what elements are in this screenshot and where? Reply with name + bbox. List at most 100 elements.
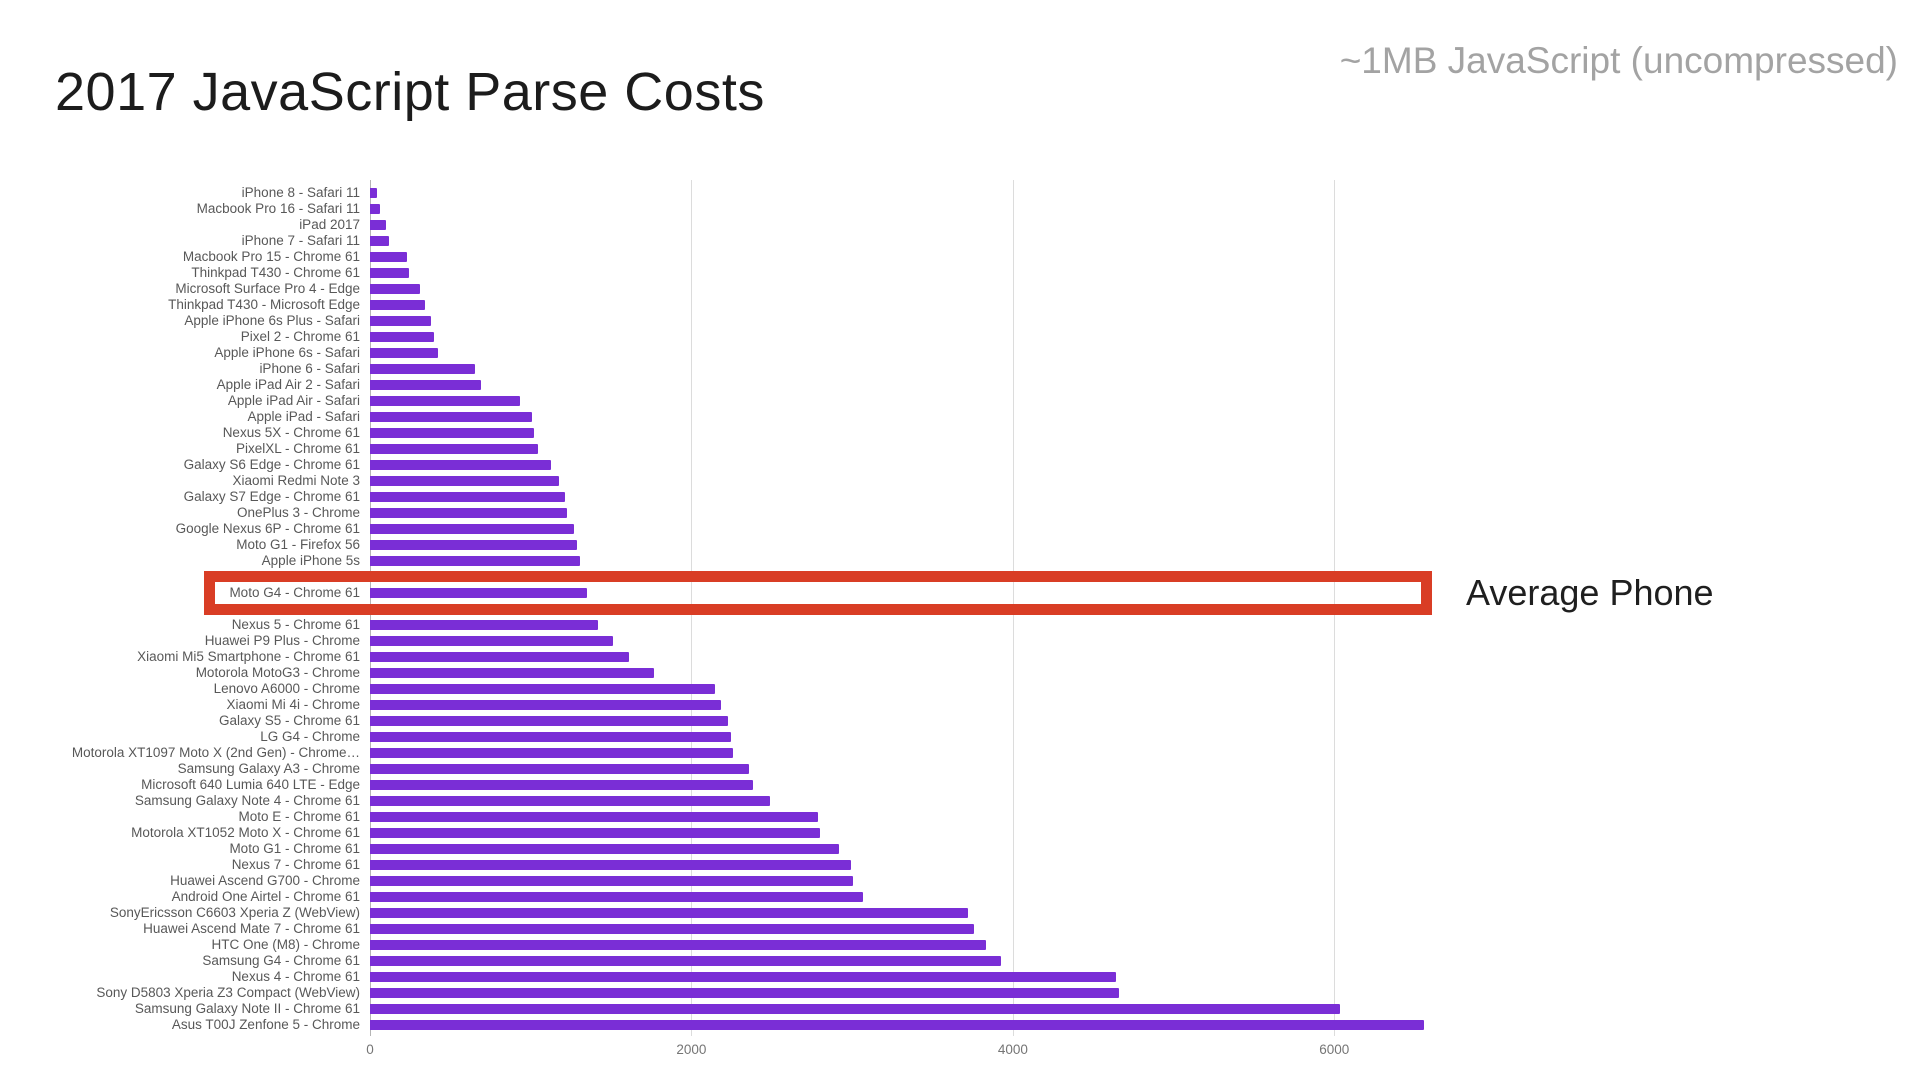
bar: [370, 348, 438, 358]
chart-row: Samsung Galaxy Note II - Chrome 61: [0, 1001, 1460, 1017]
bar: [370, 652, 629, 662]
bar: [370, 204, 380, 214]
bar-area: [370, 281, 1460, 297]
chart-row: Apple iPad Air - Safari: [0, 393, 1460, 409]
category-label: iPhone 8 - Safari 11: [241, 185, 360, 200]
category-label: Moto G1 - Chrome 61: [229, 841, 360, 856]
category-label: HTC One (M8) - Chrome: [211, 937, 360, 952]
chart-row: Apple iPhone 6s Plus - Safari: [0, 313, 1460, 329]
annotation-label: Average Phone: [1466, 572, 1714, 613]
category-label: Motorola XT1097 Moto X (2nd Gen) - Chrom…: [71, 745, 360, 760]
chart-row: Samsung G4 - Chrome 61: [0, 953, 1460, 969]
category-label: Microsoft 640 Lumia 640 LTE - Edge: [141, 777, 360, 792]
category-label: Huawei P9 Plus - Chrome: [204, 633, 360, 648]
bar-area: [370, 313, 1460, 329]
chart-row: Motorola MotoG3 - Chrome: [0, 665, 1460, 681]
category-label: Lenovo A6000 - Chrome: [213, 681, 360, 696]
category-label: Asus T00J Zenfone 5 - Chrome: [171, 1017, 360, 1032]
chart-row: OnePlus 3 - Chrome: [0, 505, 1460, 521]
chart-row: Sony D5803 Xperia Z3 Compact (WebView): [0, 985, 1460, 1001]
bar-area: [370, 953, 1460, 969]
category-label: Motorola XT1052 Moto X - Chrome 61: [131, 825, 360, 840]
chart-row: Lenovo A6000 - Chrome: [0, 681, 1460, 697]
bar-area: [370, 697, 1460, 713]
chart-row: iPhone 7 - Safari 11: [0, 233, 1460, 249]
page-title: 2017 JavaScript Parse Costs: [55, 62, 765, 122]
bar: [370, 524, 575, 534]
bar-area: [370, 665, 1460, 681]
bar: [370, 732, 731, 742]
chart-row: Galaxy S5 - Chrome 61: [0, 713, 1460, 729]
bar: [370, 828, 820, 838]
category-label: Apple iPad Air - Safari: [227, 393, 360, 408]
bar-area: [370, 473, 1460, 489]
chart-row: Galaxy S6 Edge - Chrome 61: [0, 457, 1460, 473]
bar-area: [370, 201, 1460, 217]
chart-row: HTC One (M8) - Chrome: [0, 937, 1460, 953]
bar: [370, 428, 534, 438]
bar: [370, 1004, 1340, 1014]
chart-row: Nexus 5X - Chrome 61: [0, 425, 1460, 441]
category-label: iPhone 6 - Safari: [259, 361, 360, 376]
chart-row: Moto G1 - Firefox 56: [0, 537, 1460, 553]
chart-row: Moto E - Chrome 61: [0, 809, 1460, 825]
bar-area: [370, 617, 1460, 633]
category-label: OnePlus 3 - Chrome: [236, 505, 360, 520]
bar-area: [370, 297, 1460, 313]
chart-row: Samsung Galaxy A3 - Chrome: [0, 761, 1460, 777]
bar-area: [370, 249, 1460, 265]
category-label: Thinkpad T430 - Chrome 61: [191, 265, 360, 280]
chart-row: Xiaomi Redmi Note 3: [0, 473, 1460, 489]
bar-area: [370, 521, 1460, 537]
bar: [370, 636, 613, 646]
bar: [370, 396, 521, 406]
category-label: iPhone 7 - Safari 11: [241, 233, 360, 248]
bar-area: [370, 937, 1460, 953]
category-label: Sony D5803 Xperia Z3 Compact (WebView): [96, 985, 360, 1000]
bar: [370, 764, 750, 774]
x-tick-label: 0: [366, 1042, 374, 1057]
category-label: Galaxy S5 - Chrome 61: [218, 713, 360, 728]
chart-row: iPhone 8 - Safari 11: [0, 185, 1460, 201]
category-label: Pixel 2 - Chrome 61: [240, 329, 360, 344]
chart-row: Macbook Pro 16 - Safari 11: [0, 201, 1460, 217]
category-label: Android One Airtel - Chrome 61: [171, 889, 360, 904]
bar-area: [370, 905, 1460, 921]
chart-row: Motorola XT1097 Moto X (2nd Gen) - Chrom…: [0, 745, 1460, 761]
bar: [370, 684, 715, 694]
bar: [370, 1020, 1424, 1030]
chart-row: Motorola XT1052 Moto X - Chrome 61: [0, 825, 1460, 841]
category-label: Motorola MotoG3 - Chrome: [195, 665, 360, 680]
x-tick-label: 6000: [1319, 1042, 1350, 1057]
bar: [370, 908, 968, 918]
category-label: Apple iPhone 6s Plus - Safari: [184, 313, 360, 328]
category-label: Macbook Pro 16 - Safari 11: [196, 201, 360, 216]
category-label: Samsung Galaxy Note II - Chrome 61: [134, 1001, 360, 1016]
bar-area: [370, 729, 1460, 745]
bar: [370, 844, 839, 854]
bar-area: [370, 825, 1460, 841]
chart-row: Thinkpad T430 - Chrome 61: [0, 265, 1460, 281]
category-label: Samsung Galaxy Note 4 - Chrome 61: [134, 793, 360, 808]
bar-area: [370, 217, 1460, 233]
bar: [370, 924, 975, 934]
x-axis: 0 2000 4000 6000: [0, 1042, 1460, 1062]
category-label: Xiaomi Mi5 Smartphone - Chrome 61: [137, 649, 360, 664]
chart-row: Apple iPhone 5s: [0, 553, 1460, 569]
category-label: Xiaomi Redmi Note 3: [232, 473, 360, 488]
category-label: Google Nexus 6P - Chrome 61: [175, 521, 360, 536]
bar-area: [370, 345, 1460, 361]
bar: [370, 876, 853, 886]
bar-area: [370, 761, 1460, 777]
category-label: Nexus 7 - Chrome 61: [231, 857, 360, 872]
bar: [370, 316, 432, 326]
bar: [370, 812, 818, 822]
chart-row: SonyEricsson C6603 Xperia Z (WebView): [0, 905, 1460, 921]
bar: [370, 460, 551, 470]
bar: [370, 700, 722, 710]
category-label: Macbook Pro 15 - Chrome 61: [182, 249, 360, 264]
bar-area: [370, 985, 1460, 1001]
bar: [370, 748, 734, 758]
